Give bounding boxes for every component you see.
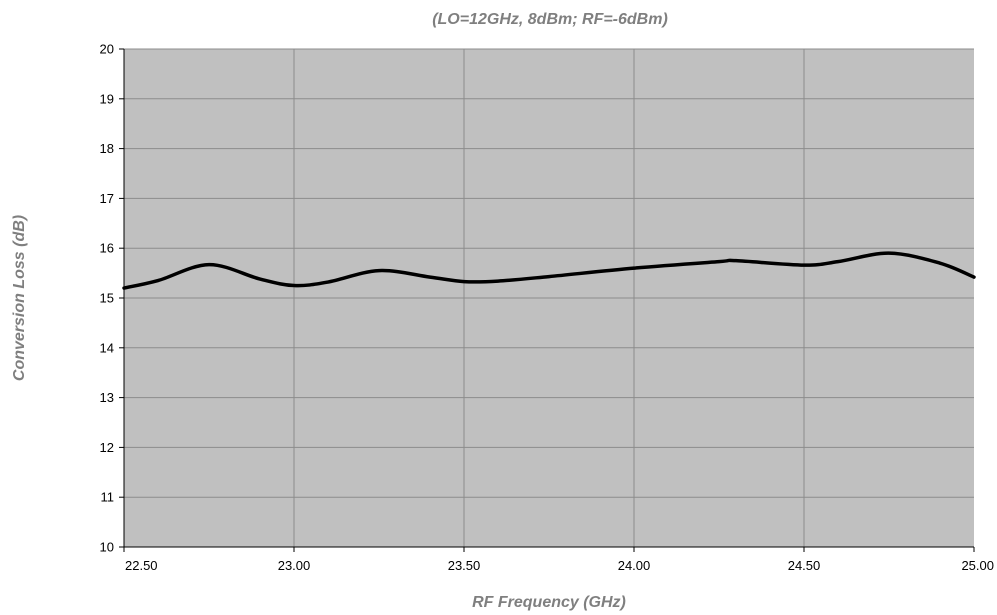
y-tick-label: 20 [100, 42, 114, 57]
y-tick-label: 14 [100, 340, 114, 355]
y-tick-label: 17 [100, 191, 114, 206]
y-axis-title: Conversion Loss (dB) [11, 215, 28, 381]
x-tick-label: 22.50 [125, 558, 158, 573]
y-tick-label: 18 [100, 141, 114, 156]
x-tick-label: 24.50 [788, 558, 821, 573]
x-axis-ticks: 22.50 23.00 23.50 24.00 24.50 25.00 [123, 547, 994, 573]
y-tick-label: 13 [100, 390, 114, 405]
y-tick-label: 10 [100, 540, 114, 555]
chart-title: (LO=12GHz, 8dBm; RF=-6dBm) [432, 11, 668, 28]
series-line-conversion-loss [122, 251, 976, 290]
y-tick-label: 12 [100, 440, 114, 455]
x-tick-label: 24.00 [618, 558, 651, 573]
y-gridlines [124, 48, 974, 498]
y-tick-label: 11 [101, 490, 115, 505]
x-axis-title: RF Frequency (GHz) [472, 594, 626, 611]
y-tick-label: 15 [100, 291, 114, 306]
x-tick-label: 23.50 [448, 558, 481, 573]
x-tick-label: 23.00 [278, 558, 311, 573]
x-gridlines [293, 49, 805, 547]
y-tick-label: 16 [100, 241, 114, 256]
y-axis-ticks: 10 11 12 13 14 15 16 17 18 19 20 [100, 42, 124, 555]
x-tick-label: 25.00 [961, 558, 994, 573]
y-tick-label: 19 [100, 91, 114, 106]
